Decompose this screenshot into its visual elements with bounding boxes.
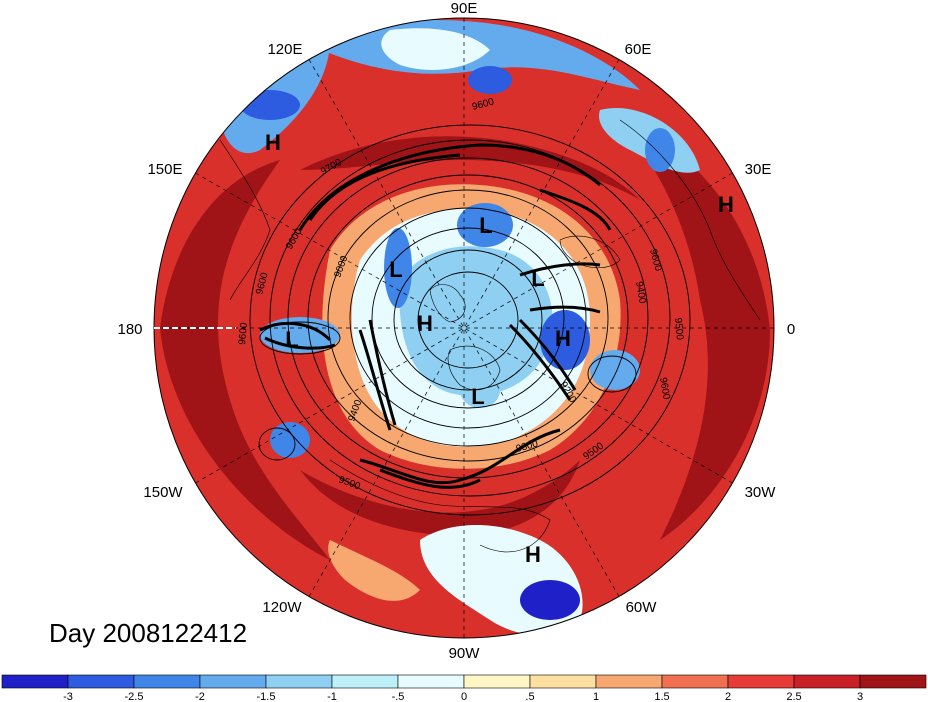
colorbar-box (1, 674, 69, 689)
jet-contours (259, 143, 612, 489)
colorbar-tick-label: .5 (525, 691, 534, 702)
colorbar-tick-label: -3 (63, 691, 73, 702)
colorbar-box (793, 674, 861, 689)
lon-label: 90W (449, 645, 481, 662)
colorbar: -3 -2.5 -2 -1.5 -1 -.5 0 .5 1 1.5 2 2.5 3 (1, 674, 927, 702)
colorbar-box (67, 674, 135, 689)
pressure-marker: L (479, 213, 492, 238)
lon-label: 180 (117, 321, 142, 338)
lon-label: 60E (625, 41, 652, 58)
pressure-systems: H H L L L H L H L H (265, 130, 734, 567)
colorbar-tick-label: -.5 (392, 691, 405, 702)
colorbar-box (199, 674, 267, 689)
pressure-marker: H (555, 326, 571, 351)
colorbar-tick-label: 3 (857, 691, 863, 702)
colorbar-box (595, 674, 663, 689)
colorbar-box (661, 674, 729, 689)
lon-label: 150W (143, 484, 183, 501)
colorbar-box (529, 674, 597, 689)
colorbar-tick-label: -1.5 (257, 691, 276, 702)
polar-map: 90E 60E 30E 0 30W 60W 90W 120W 150W 180 … (117, 0, 795, 662)
lon-label: 90E (451, 0, 478, 17)
date-label: Day 2008122412 (49, 618, 248, 648)
colorbar-tick-label: -1 (327, 691, 337, 702)
pressure-marker: H (265, 130, 281, 155)
colorbar-tick-label: 2.5 (786, 691, 801, 702)
anomaly-field (154, 18, 774, 638)
lon-label: 30E (745, 161, 772, 178)
lon-label: 60W (626, 599, 658, 616)
pressure-marker: H (417, 311, 433, 336)
pressure-marker: H (525, 542, 541, 567)
colorbar-box (463, 674, 531, 689)
colorbar-tick-label: -2.5 (125, 691, 144, 702)
coastlines (219, 119, 761, 553)
colorbar-boxes (1, 674, 927, 689)
colorbar-box (133, 674, 201, 689)
lon-label: 120E (267, 41, 302, 58)
contour-label: 9400 (633, 281, 648, 305)
colorbar-tick-label: 1 (593, 691, 599, 702)
lon-label: 30W (745, 484, 777, 501)
colorbar-tick-label: -2 (195, 691, 205, 702)
colorbar-tick-label: 1.5 (654, 691, 669, 702)
lon-label: 150E (147, 161, 182, 178)
colorbar-box (397, 674, 465, 689)
colorbar-box (859, 674, 927, 689)
colorbar-tick-label: 2 (725, 691, 731, 702)
colorbar-box (265, 674, 333, 689)
height-contours (249, 124, 691, 516)
colorbar-tick-label: 0 (461, 691, 467, 702)
contour-label: 9500 (672, 317, 685, 341)
colorbar-box (727, 674, 795, 689)
lon-label: 0 (787, 321, 795, 338)
lon-label: 120W (262, 599, 302, 616)
pressure-marker: L (531, 266, 544, 291)
pressure-marker: L (471, 384, 484, 409)
pressure-marker: H (718, 192, 734, 217)
colorbar-box (331, 674, 399, 689)
colorbar-ticks: -3 -2.5 -2 -1.5 -1 -.5 0 .5 1 1.5 2 2.5 3 (63, 691, 863, 702)
contour-label: 9600 (237, 322, 250, 346)
pressure-marker: L (285, 327, 298, 352)
contour-label: 9600 (657, 377, 672, 401)
pressure-marker: L (389, 257, 402, 282)
longitude-labels: 90E 60E 30E 0 30W 60W 90W 120W 150W 180 … (117, 0, 795, 662)
